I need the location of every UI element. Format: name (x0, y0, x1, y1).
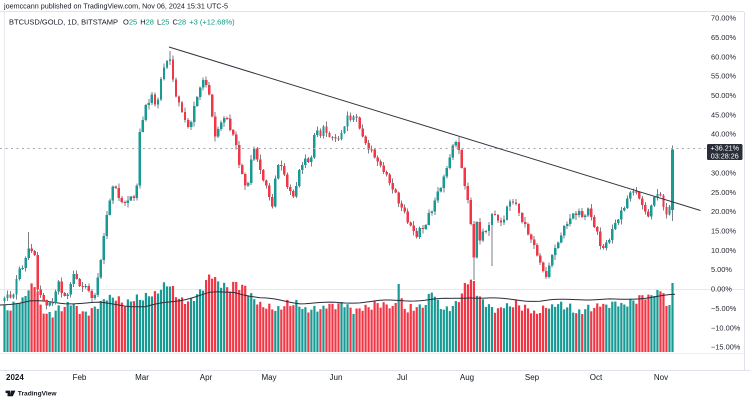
svg-text:50.00%: 50.00% (711, 91, 736, 100)
svg-text:45.00%: 45.00% (711, 110, 736, 119)
svg-text:joemccann published on Trading: joemccann published on TradingView.com, … (3, 2, 228, 11)
svg-text:2024: 2024 (6, 373, 24, 382)
svg-text:Aug: Aug (460, 373, 474, 382)
svg-text:55.00%: 55.00% (711, 72, 736, 81)
svg-text:+36.21%: +36.21% (711, 144, 740, 153)
svg-text:TradingView: TradingView (18, 391, 58, 398)
svg-text:03:28:26: 03:28:26 (711, 151, 739, 160)
svg-text:15.00%: 15.00% (711, 227, 736, 236)
svg-text:−15.00%: −15.00% (711, 343, 741, 352)
svg-text:−5.00%: −5.00% (711, 304, 737, 313)
svg-text:May: May (261, 373, 276, 382)
svg-text:Nov: Nov (654, 373, 668, 382)
svg-text:40.00%: 40.00% (711, 130, 736, 139)
svg-text:60.00%: 60.00% (711, 52, 736, 61)
svg-text:25.00%: 25.00% (711, 188, 736, 197)
svg-text:Feb: Feb (73, 373, 87, 382)
svg-text:0.00%: 0.00% (711, 285, 732, 294)
svg-text:Mar: Mar (135, 373, 149, 382)
svg-text:Jul: Jul (397, 373, 407, 382)
svg-text:30.00%: 30.00% (711, 168, 736, 177)
svg-text:70.00%: 70.00% (711, 14, 736, 23)
svg-text:Jun: Jun (330, 373, 343, 382)
svg-text:−10.00%: −10.00% (711, 323, 741, 332)
svg-text:Sep: Sep (525, 373, 540, 382)
svg-text:Oct: Oct (590, 373, 603, 382)
svg-text:65.00%: 65.00% (711, 33, 736, 42)
svg-text:5.00%: 5.00% (711, 265, 732, 274)
svg-text:20.00%: 20.00% (711, 207, 736, 216)
svg-text:Apr: Apr (200, 373, 213, 382)
svg-text:10.00%: 10.00% (711, 246, 736, 255)
